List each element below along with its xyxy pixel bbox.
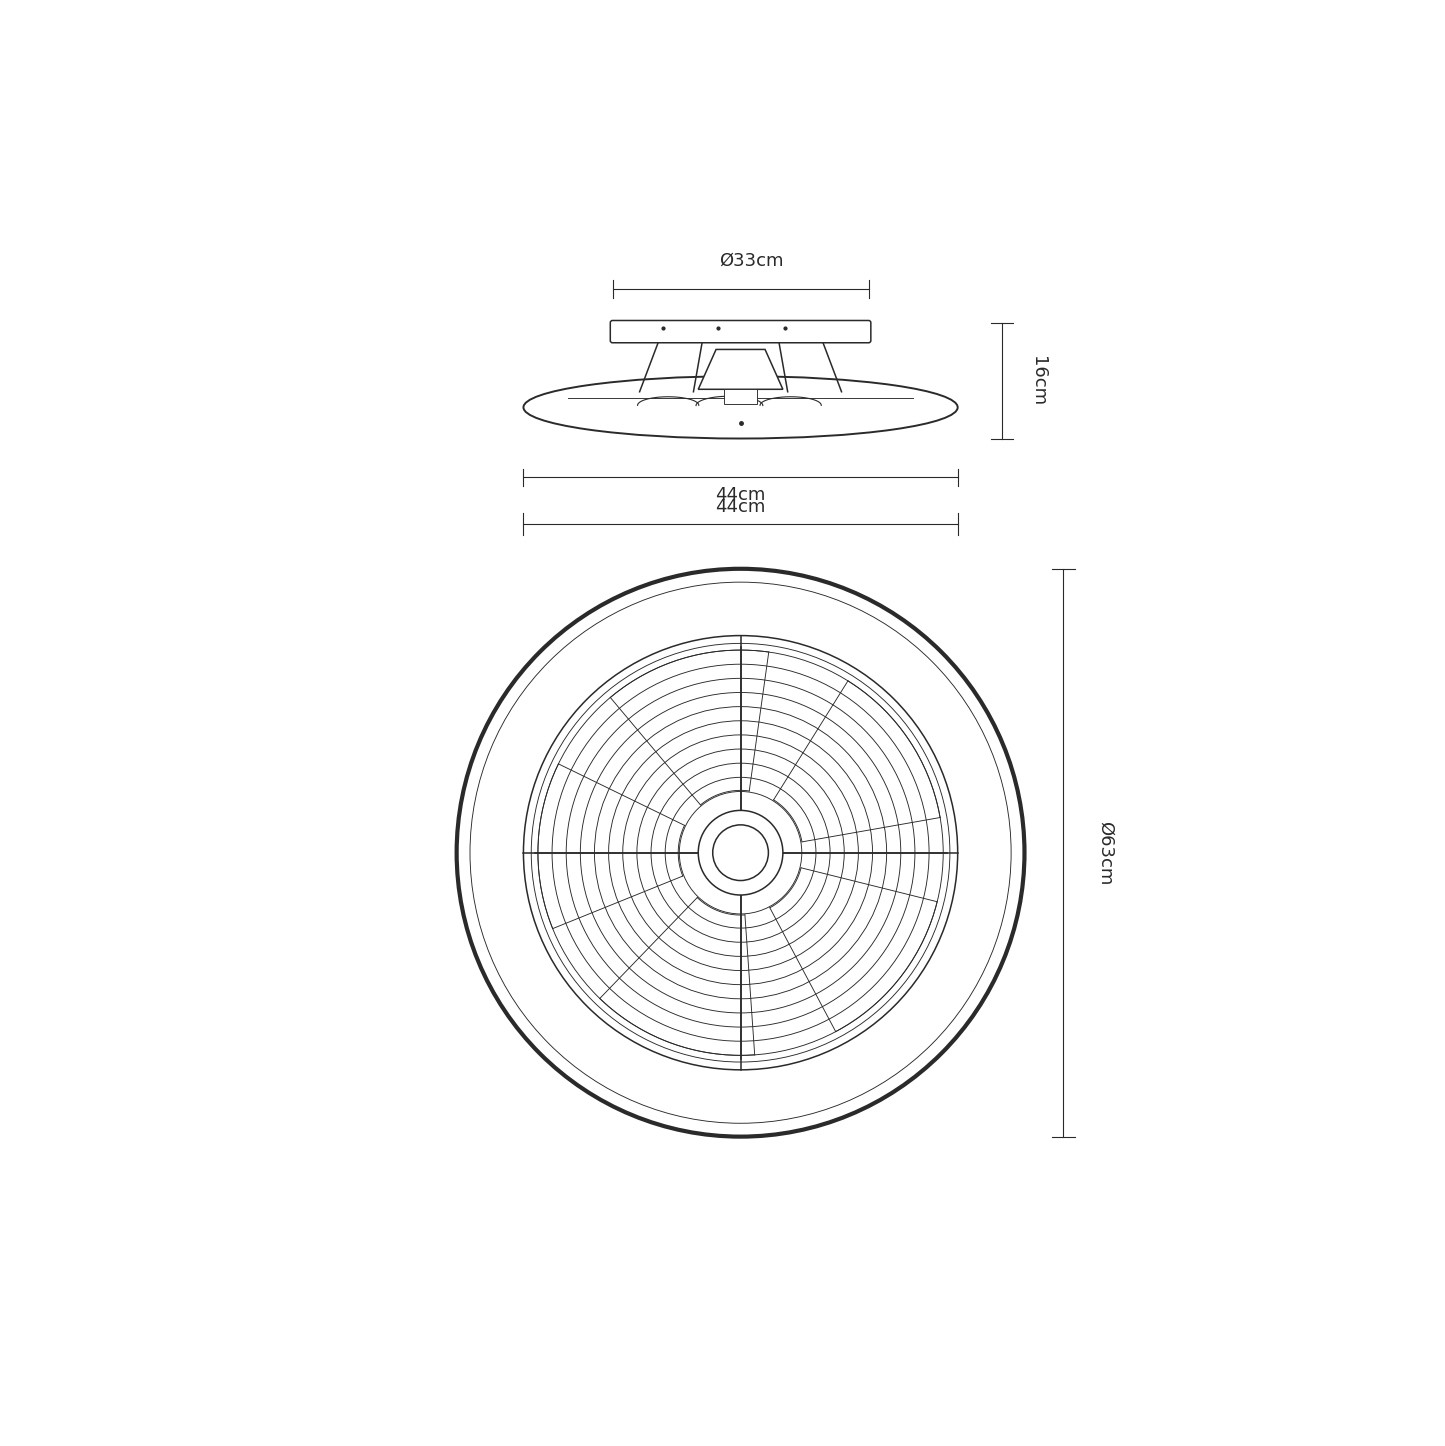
Text: 44cm: 44cm: [715, 497, 766, 516]
Text: 44cm: 44cm: [715, 486, 766, 505]
Circle shape: [698, 810, 783, 895]
Polygon shape: [724, 389, 757, 405]
Circle shape: [712, 824, 769, 881]
FancyBboxPatch shape: [610, 321, 871, 343]
Text: Ø63cm: Ø63cm: [1097, 820, 1114, 885]
Ellipse shape: [523, 376, 958, 438]
Polygon shape: [698, 350, 783, 389]
Text: 16cm: 16cm: [1029, 356, 1046, 406]
Text: Ø33cm: Ø33cm: [720, 252, 785, 269]
